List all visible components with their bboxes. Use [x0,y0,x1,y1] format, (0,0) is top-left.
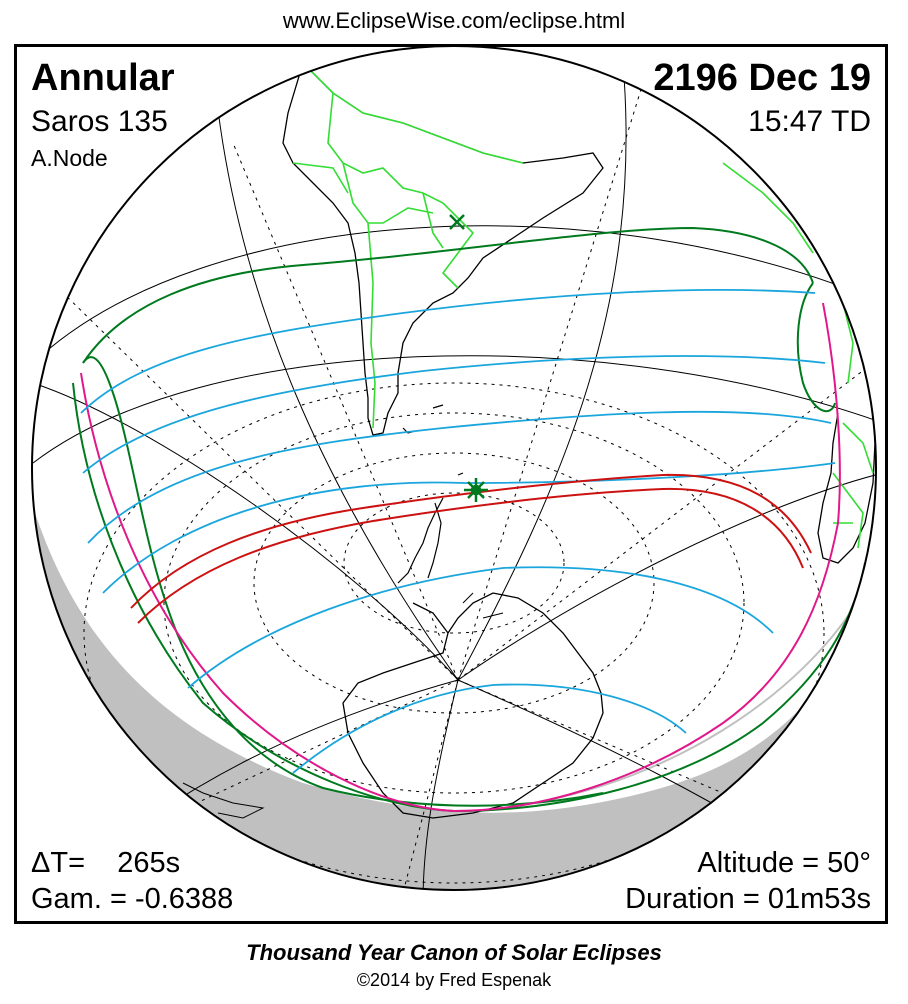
rise-set-curve [80,302,841,813]
orthographic-globe [31,47,877,891]
gamma-value: Gam. = -0.6388 [31,883,234,915]
antarctica-coastline [342,592,604,819]
globe-disk [32,47,876,890]
penumbra-east-limit [796,282,836,413]
night-shading [32,473,876,890]
penumbra-north-limit [82,226,814,364]
delta-t: ΔT= 265s [31,847,181,879]
saros-number: Saros 135 [31,105,168,138]
antarctic-peninsula [397,404,464,584]
greatest-eclipse-star-icon [464,478,488,502]
graticule [52,82,874,890]
canon-title: Thousand Year Canon of Solar Eclipses [246,940,662,965]
penumbra-west-limit [82,356,604,807]
eclipse-map-panel: Annular Saros 135 A.Node 2196 Dec 19 15:… [14,44,888,924]
lunar-node: A.Node [31,145,108,171]
penumbra-contours [80,289,836,774]
south-america-borders [292,62,524,429]
eclipse-type: Annular [31,57,175,99]
copyright: ©2014 by Fred Espenak [356,970,552,990]
africa-borders [722,162,874,549]
eclipse-time: 15:47 TD [748,105,871,138]
source-url: www.EclipseWise.com/eclipse.html [282,8,626,33]
eclipse-date: 2196 Dec 19 [653,57,871,99]
sun-altitude: Altitude = 50° [697,847,871,879]
central-duration: Duration = 01m53s [625,883,871,915]
globe-outline [31,47,877,891]
subsolar-point-x-icon [449,214,465,230]
south-america-coastline [282,61,604,436]
